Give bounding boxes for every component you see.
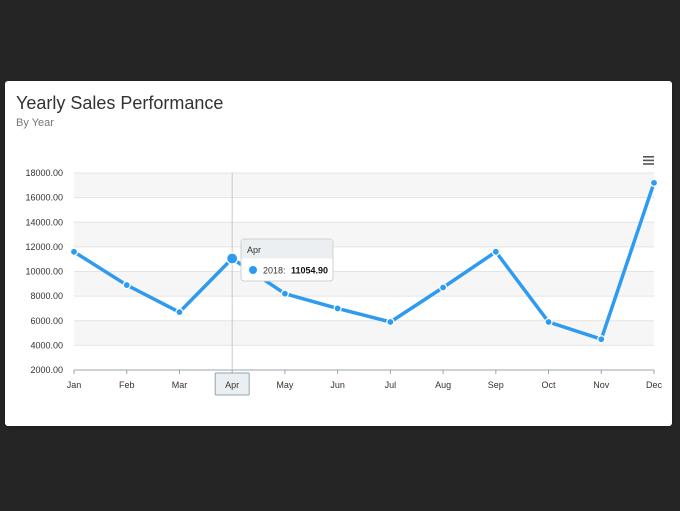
plot-bands	[74, 173, 654, 346]
data-point-nov[interactable]	[597, 335, 606, 344]
y-tick-label: 18000.00	[25, 168, 63, 178]
x-label-highlight-box	[214, 372, 250, 396]
plot-band	[74, 320, 654, 346]
y-tick-label: 8000.00	[30, 291, 63, 301]
x-tick-label: Apr	[225, 380, 239, 390]
chart-subtitle: By Year	[16, 117, 54, 129]
data-point-mar[interactable]	[175, 308, 184, 317]
y-tick-label: 10000.00	[25, 267, 63, 277]
data-point-may[interactable]	[280, 289, 290, 298]
y-tick-label: 2000.00	[30, 365, 63, 375]
data-point-feb[interactable]	[122, 280, 131, 290]
x-tick-label: Jul	[385, 380, 397, 390]
tooltip: Apr 2018: 11054.90	[240, 238, 334, 282]
y-tick-label: 6000.00	[30, 316, 63, 326]
y-axis: 2000.00 4000.00 6000.00 8000.00 10000.00 1200…	[25, 168, 63, 375]
data-point-sep[interactable]	[491, 247, 500, 256]
tooltip-title: Apr	[247, 245, 261, 255]
y-tick-label: 16000.00	[25, 193, 63, 203]
tooltip-header	[241, 239, 333, 259]
x-tick-label: Feb	[119, 380, 135, 390]
data-point-aug[interactable]	[438, 283, 448, 292]
chart-title: Yearly Sales Performance	[16, 93, 224, 113]
series-2018	[69, 178, 659, 344]
y-tick-label: 14000.00	[25, 217, 63, 227]
x-tick-label: Sep	[488, 380, 504, 390]
data-point-jan[interactable]	[69, 247, 79, 256]
series-line	[72, 181, 656, 341]
data-point-dec[interactable]	[649, 178, 659, 187]
data-point-jul[interactable]	[386, 317, 395, 327]
x-axis-labels: Jan Feb Mar Apr May Jun Jul Aug Sep Oct Nov Dec	[67, 372, 663, 396]
data-point-oct[interactable]	[544, 317, 553, 327]
x-tick-label: Oct	[542, 380, 557, 390]
x-tick-label: Jun	[330, 380, 345, 390]
tooltip-marker	[249, 266, 257, 274]
data-point-jun[interactable]	[333, 304, 342, 313]
plot-band	[74, 222, 654, 247]
tooltip-series-name: 2018:	[263, 266, 286, 276]
tooltip-value: 11054.90	[291, 266, 328, 276]
x-tick-label: May	[276, 380, 294, 390]
plot-band	[74, 271, 654, 297]
x-tick-label: Dec	[646, 380, 663, 390]
menu-icon[interactable]	[643, 156, 654, 165]
x-tick-label: Mar	[172, 380, 188, 390]
x-tick-label: Nov	[593, 380, 610, 390]
x-tick-label: Jan	[67, 380, 82, 390]
y-tick-label: 4000.00	[30, 340, 63, 350]
x-tick-label: Aug	[435, 380, 451, 390]
y-tick-label: 12000.00	[25, 242, 63, 252]
x-axis	[73, 369, 655, 374]
line-chart: 2000.00 4000.00 6000.00 8000.00 10000.00 1200…	[25, 156, 663, 396]
chart-card: Yearly Sales Performance By Year 2000.00…	[5, 81, 672, 426]
data-point-apr[interactable]	[226, 252, 239, 265]
plot-band	[74, 173, 654, 198]
